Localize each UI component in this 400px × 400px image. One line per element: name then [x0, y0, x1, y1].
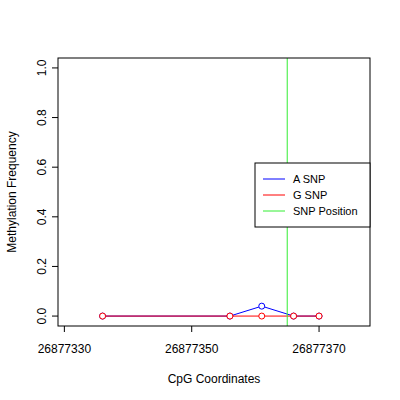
y-tick-label: 0.8	[35, 109, 49, 126]
y-tick-label: 0.0	[35, 307, 49, 324]
y-tick-label: 0.2	[35, 258, 49, 275]
y-tick	[52, 216, 58, 217]
y-tick	[52, 117, 58, 118]
legend-box	[255, 163, 370, 227]
legend-swatch	[263, 211, 285, 212]
legend-swatch	[263, 179, 285, 180]
legend-label: A SNP	[293, 173, 325, 185]
series-line	[103, 316, 319, 317]
series-point	[259, 313, 265, 319]
y-tick	[52, 167, 58, 168]
series-point	[100, 313, 106, 319]
y-tick-label: 1.0	[35, 59, 49, 76]
y-axis-label: Methylation Frequency	[5, 131, 19, 252]
y-tick	[52, 67, 58, 68]
y-tick-label: 0.4	[35, 208, 49, 225]
background	[0, 0, 400, 400]
legend-label: G SNP	[293, 189, 327, 201]
series-point	[316, 313, 322, 319]
series-point	[291, 313, 297, 319]
chart: 26877330 26877350 26877370 0.0 0.2 0.4 0.6 0.8 1…	[0, 0, 400, 400]
series-point	[316, 313, 322, 319]
y-tick	[52, 316, 58, 317]
legend-swatch	[263, 195, 285, 196]
legend-label: SNP Position	[293, 205, 358, 217]
x-tick	[64, 326, 65, 332]
series-line	[103, 306, 319, 316]
y-tick-label: 0.6	[35, 159, 49, 176]
x-tick-label: 26877330	[38, 342, 92, 356]
series-point	[291, 313, 297, 319]
x-tick-label: 26877350	[165, 342, 219, 356]
plot-frame	[58, 58, 370, 326]
x-axis-label: CpG Coordinates	[168, 372, 261, 386]
series-point	[259, 303, 265, 309]
x-tick	[319, 326, 320, 332]
chart-container: 26877330 26877350 26877370 0.0 0.2 0.4 0.6 0.8 1…	[0, 0, 400, 400]
x-tick	[191, 326, 192, 332]
series-point	[227, 313, 233, 319]
series-point	[227, 313, 233, 319]
series-point	[100, 313, 106, 319]
legend: A SNP G SNP SNP Position	[255, 163, 370, 227]
x-tick-label: 26877370	[292, 342, 346, 356]
y-tick	[52, 266, 58, 267]
